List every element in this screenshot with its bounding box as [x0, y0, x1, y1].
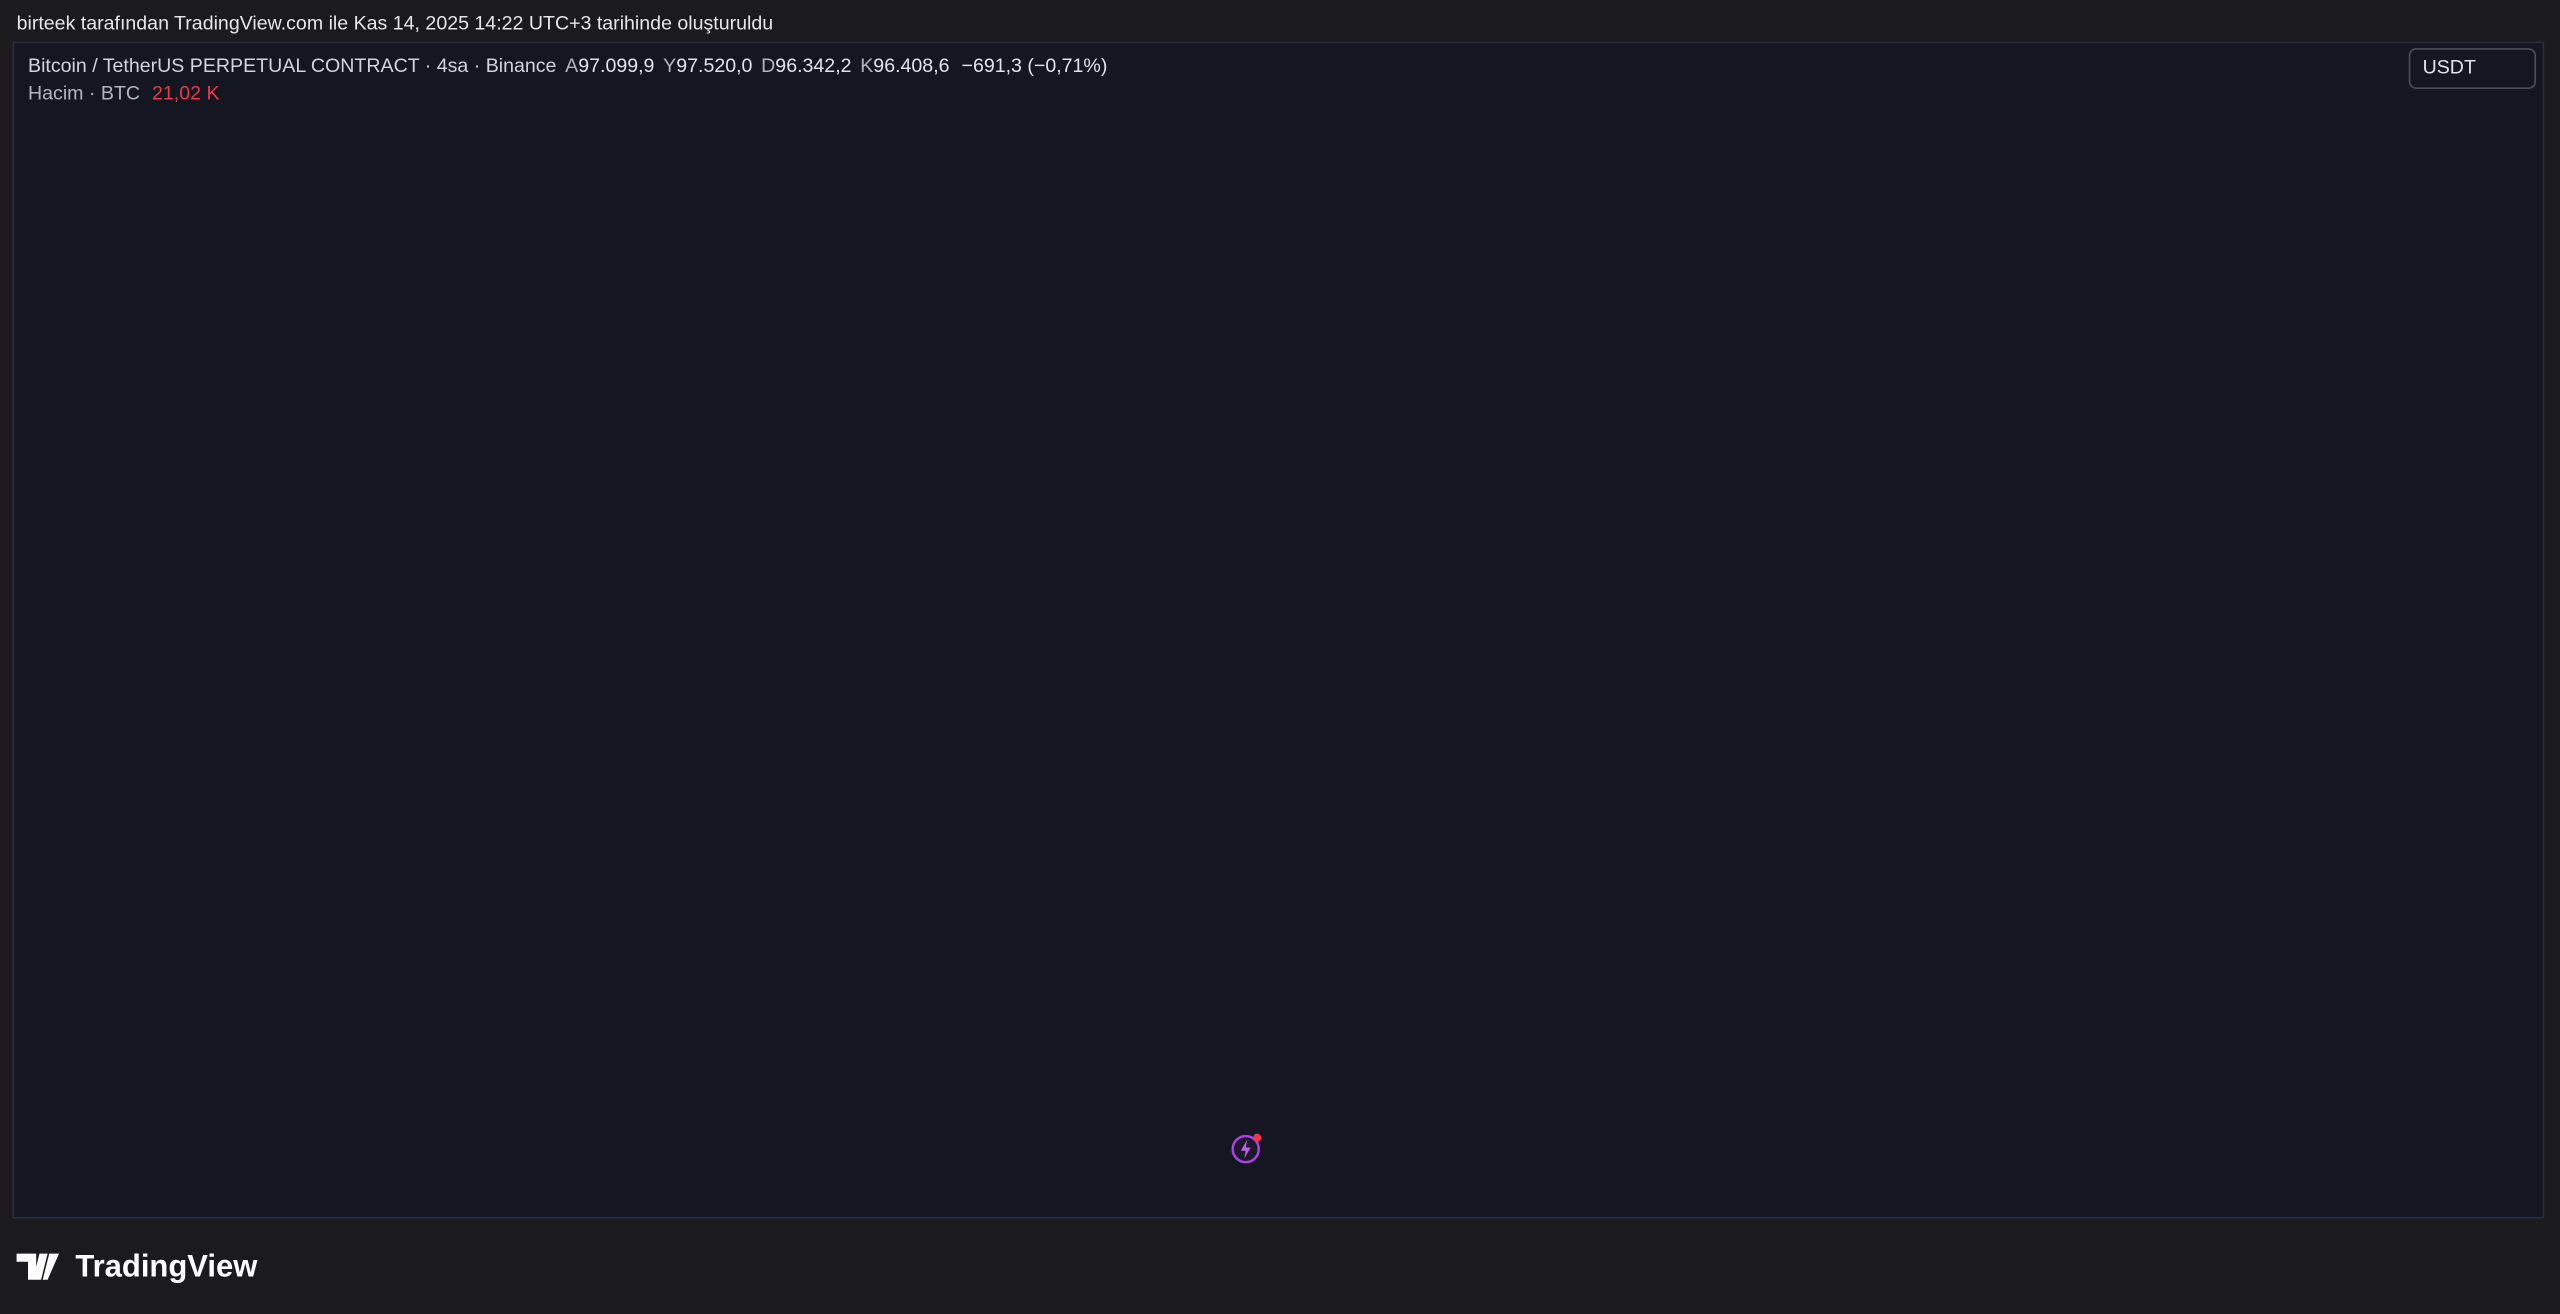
brand-mark	[16, 1253, 60, 1280]
brand-logo: TradingView	[16, 1248, 258, 1283]
volume-current: 21,02 K	[152, 83, 220, 105]
symbol: Bitcoin / TetherUS PERPETUAL CONTRACT · …	[28, 55, 557, 77]
legend: Bitcoin / TetherUS PERPETUAL CONTRACT · …	[28, 55, 1107, 77]
volume-name: Hacim · BTC	[28, 83, 140, 105]
caption: birteek tarafından TradingView.com ile K…	[17, 13, 774, 35]
close-label: K	[860, 55, 873, 77]
high-label: Y	[663, 55, 676, 77]
open-label: A	[565, 55, 579, 77]
currency-label: USDT	[2423, 57, 2476, 79]
event-dot	[1253, 1133, 1262, 1142]
event-bolt	[1240, 1139, 1251, 1159]
low-label: D	[761, 55, 775, 77]
low-value: 96.342,2	[775, 55, 851, 77]
volume-legend: Hacim · BTC 21,02 K	[28, 83, 220, 105]
change: −691,3 (−0,71%)	[962, 55, 1108, 77]
brand-name: TradingView	[75, 1248, 258, 1283]
chart-panel	[12, 41, 2545, 1219]
high-value: 97.520,0	[676, 55, 752, 77]
currency-button[interactable]	[2408, 48, 2537, 89]
close-value: 96.408,6	[873, 55, 949, 77]
open-value: 97.099,9	[578, 55, 654, 77]
